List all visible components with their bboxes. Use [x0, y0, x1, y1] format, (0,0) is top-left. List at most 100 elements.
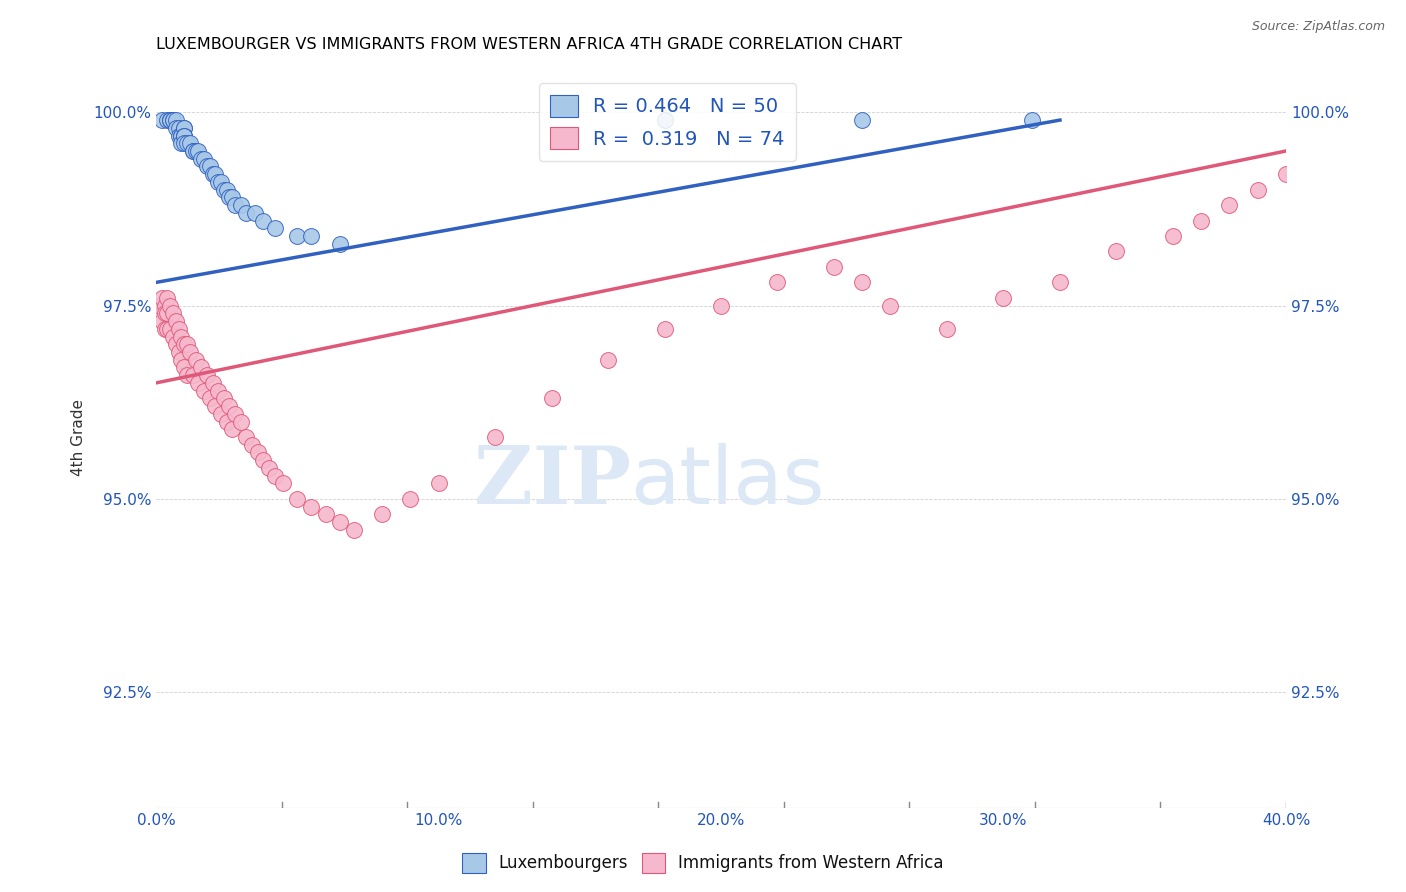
Point — [165, 120, 187, 135]
Point — [173, 120, 195, 135]
Point — [190, 152, 212, 166]
Point — [195, 368, 218, 383]
Point — [179, 345, 201, 359]
Point — [187, 376, 209, 390]
Point — [271, 476, 294, 491]
Point — [371, 508, 394, 522]
Point — [156, 291, 179, 305]
Point — [229, 415, 252, 429]
Point — [224, 407, 246, 421]
Point — [181, 368, 204, 383]
Point — [710, 299, 733, 313]
Point — [240, 438, 263, 452]
Point — [162, 113, 184, 128]
Text: Source: ZipAtlas.com: Source: ZipAtlas.com — [1251, 20, 1385, 33]
Point — [221, 190, 243, 204]
Point — [176, 136, 198, 151]
Point — [212, 183, 235, 197]
Point — [299, 229, 322, 244]
Point — [159, 113, 181, 128]
Point — [173, 360, 195, 375]
Point — [343, 523, 366, 537]
Point — [165, 314, 187, 328]
Point — [167, 128, 190, 143]
Point — [162, 306, 184, 320]
Point — [654, 322, 676, 336]
Point — [170, 136, 193, 151]
Point — [150, 314, 173, 328]
Point — [181, 144, 204, 158]
Point — [165, 337, 187, 351]
Point — [285, 491, 308, 506]
Point — [209, 407, 232, 421]
Point — [1021, 113, 1043, 128]
Point — [159, 322, 181, 336]
Point — [170, 352, 193, 367]
Point — [173, 120, 195, 135]
Point — [218, 399, 240, 413]
Point — [1247, 183, 1270, 197]
Point — [1189, 213, 1212, 227]
Point — [263, 468, 285, 483]
Text: atlas: atlas — [631, 442, 825, 521]
Point — [207, 384, 229, 398]
Point — [201, 376, 224, 390]
Point — [184, 352, 207, 367]
Point — [195, 160, 218, 174]
Point — [252, 453, 274, 467]
Point — [596, 352, 619, 367]
Legend: R = 0.464   N = 50, R =  0.319   N = 74: R = 0.464 N = 50, R = 0.319 N = 74 — [538, 83, 796, 161]
Point — [252, 213, 274, 227]
Text: LUXEMBOURGER VS IMMIGRANTS FROM WESTERN AFRICA 4TH GRADE CORRELATION CHART: LUXEMBOURGER VS IMMIGRANTS FROM WESTERN … — [156, 37, 903, 53]
Point — [150, 113, 173, 128]
Point — [315, 508, 337, 522]
Point — [173, 337, 195, 351]
Point — [198, 160, 221, 174]
Point — [165, 113, 187, 128]
Y-axis label: 4th Grade: 4th Grade — [72, 399, 86, 475]
Point — [212, 392, 235, 406]
Point — [221, 422, 243, 436]
Point — [484, 430, 506, 444]
Point — [181, 144, 204, 158]
Point — [187, 144, 209, 158]
Point — [167, 322, 190, 336]
Point — [823, 260, 845, 274]
Point — [170, 128, 193, 143]
Legend: Luxembourgers, Immigrants from Western Africa: Luxembourgers, Immigrants from Western A… — [456, 847, 950, 880]
Point — [263, 221, 285, 235]
Point — [209, 175, 232, 189]
Point — [162, 329, 184, 343]
Point — [167, 120, 190, 135]
Point — [173, 128, 195, 143]
Point — [193, 384, 215, 398]
Point — [204, 399, 226, 413]
Point — [173, 136, 195, 151]
Point — [156, 306, 179, 320]
Point — [224, 198, 246, 212]
Point — [159, 113, 181, 128]
Point — [229, 198, 252, 212]
Point — [148, 299, 170, 313]
Point — [243, 206, 266, 220]
Point — [153, 322, 176, 336]
Point — [246, 445, 269, 459]
Point — [156, 113, 179, 128]
Point — [173, 128, 195, 143]
Point — [1161, 229, 1184, 244]
Text: ZIP: ZIP — [474, 442, 631, 521]
Point — [851, 113, 873, 128]
Point — [193, 152, 215, 166]
Point — [156, 322, 179, 336]
Point — [150, 291, 173, 305]
Point — [285, 229, 308, 244]
Point — [190, 360, 212, 375]
Point — [936, 322, 959, 336]
Point — [851, 276, 873, 290]
Point — [179, 136, 201, 151]
Point — [1105, 244, 1128, 259]
Point — [173, 128, 195, 143]
Point — [215, 415, 238, 429]
Point — [176, 368, 198, 383]
Point — [1049, 276, 1071, 290]
